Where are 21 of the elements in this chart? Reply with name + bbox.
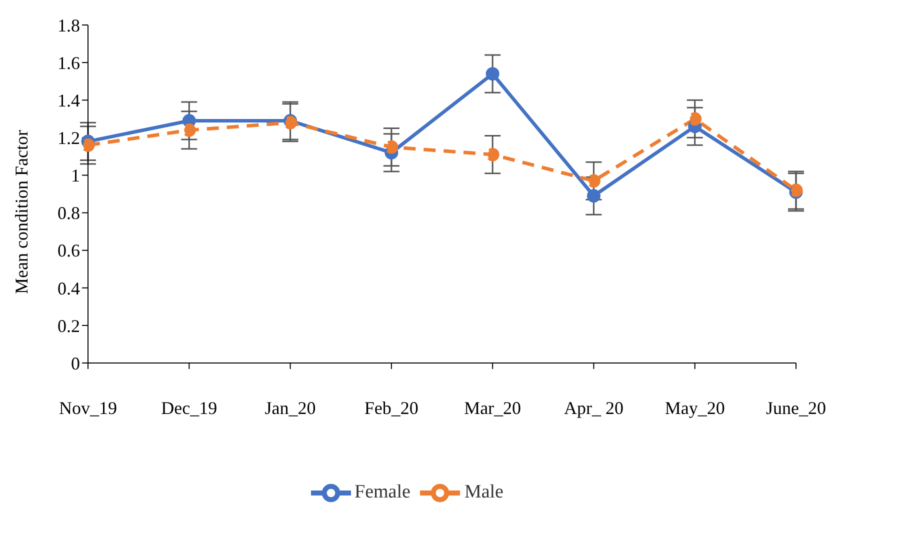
y-tick-label: 1 xyxy=(71,166,80,186)
y-tick-label: 1.8 xyxy=(58,15,80,36)
y-tick-label: 1.4 xyxy=(58,90,80,110)
x-tick-label: June_20 xyxy=(766,398,826,418)
y-tick-label: 0 xyxy=(71,353,80,374)
x-tick-label: Feb_20 xyxy=(364,398,418,418)
legend-label: Male xyxy=(464,481,504,502)
x-tick-label: Jan_20 xyxy=(264,398,316,418)
x-tick-label: Mar_20 xyxy=(464,398,522,418)
y-tick-label: 0.4 xyxy=(58,278,80,298)
y-tick-label: 0.8 xyxy=(58,203,80,224)
x-tick-label: Dec_19 xyxy=(161,398,218,418)
legend-label: Female xyxy=(354,481,410,502)
x-tick-label: Nov_19 xyxy=(59,398,117,418)
y-tick-label: 0.2 xyxy=(58,316,80,336)
x-tick-label: May_20 xyxy=(664,398,725,418)
y-tick-label: 0.6 xyxy=(58,240,80,261)
x-tick-label: Apr_ 20 xyxy=(564,398,624,418)
y-tick-label: 1.6 xyxy=(58,52,80,73)
y-axis-title: Mean condition Factor xyxy=(11,130,32,294)
y-tick-label: 1.2 xyxy=(58,128,80,148)
